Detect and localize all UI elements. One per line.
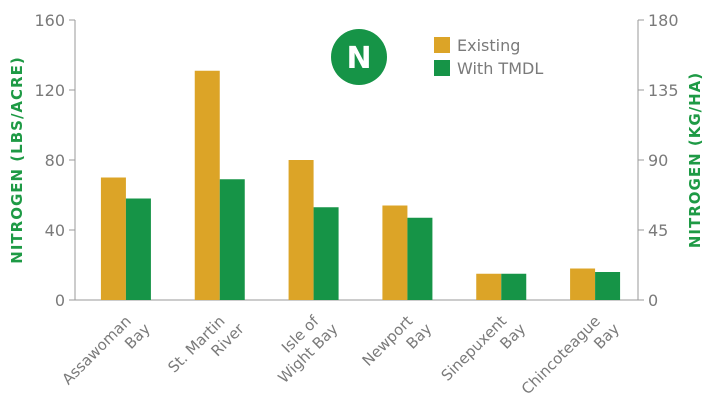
bar-existing (570, 268, 596, 300)
legend: Existing With TMDL (434, 36, 543, 78)
x-tick-label: AssawomanBay (58, 306, 153, 394)
left-axis-ticks: 0 40 80 120 160 (34, 11, 75, 310)
nitrogen-badge-label: N (346, 41, 371, 76)
right-tick-label: 135 (648, 81, 679, 100)
left-tick-label: 120 (34, 81, 65, 100)
bar-with-tmdl (501, 273, 527, 300)
x-tick-label: ChincoteagueBay (518, 306, 623, 394)
left-tick-label: 80 (45, 151, 65, 170)
x-tick-label: St. MartinRiver (164, 306, 248, 390)
left-tick-label: 0 (55, 291, 65, 310)
bar-existing (194, 70, 220, 300)
nitrogen-badge-circle (331, 29, 387, 85)
nitrogen-badge: N (331, 29, 387, 85)
bar-existing (382, 205, 408, 300)
x-tick-label: Isle ofWight Bay (261, 306, 341, 386)
x-tick-label-line: Chincoteague (518, 312, 604, 394)
bar-existing (288, 160, 314, 300)
legend-swatch (434, 37, 450, 53)
legend-label: With TMDL (457, 59, 543, 78)
bar-with-tmdl (219, 179, 245, 300)
legend-label: Existing (457, 36, 520, 55)
x-axis-tick-labels: AssawomanBay St. MartinRiver Isle ofWight … (58, 306, 623, 394)
left-tick-label: 160 (34, 11, 65, 30)
right-tick-label: 0 (648, 291, 658, 310)
right-tick-label: 90 (648, 151, 668, 170)
right-axis-ticks: 0 45 90 135 180 (638, 11, 679, 310)
bar-with-tmdl (125, 198, 151, 300)
left-tick-label: 40 (45, 221, 65, 240)
x-tick-label: SinepuxentBay (438, 306, 530, 394)
bar-with-tmdl (595, 272, 621, 300)
right-tick-label: 45 (648, 221, 668, 240)
left-axis-title: NITROGEN (LBS/ACRE) (8, 56, 26, 263)
x-tick-label-line: Assawoman (58, 312, 134, 388)
bars-group (100, 70, 621, 300)
bar-existing (100, 177, 126, 300)
legend-swatch (434, 60, 450, 76)
x-tick-label: NewportBay (359, 306, 436, 383)
bar-with-tmdl (313, 207, 339, 300)
bar-existing (476, 273, 502, 300)
right-axis-title: NITROGEN (KG/HA) (686, 72, 704, 248)
bar-with-tmdl (407, 217, 433, 300)
right-tick-label: 180 (648, 11, 679, 30)
x-tick-label-line: Sinepuxent (438, 312, 511, 385)
